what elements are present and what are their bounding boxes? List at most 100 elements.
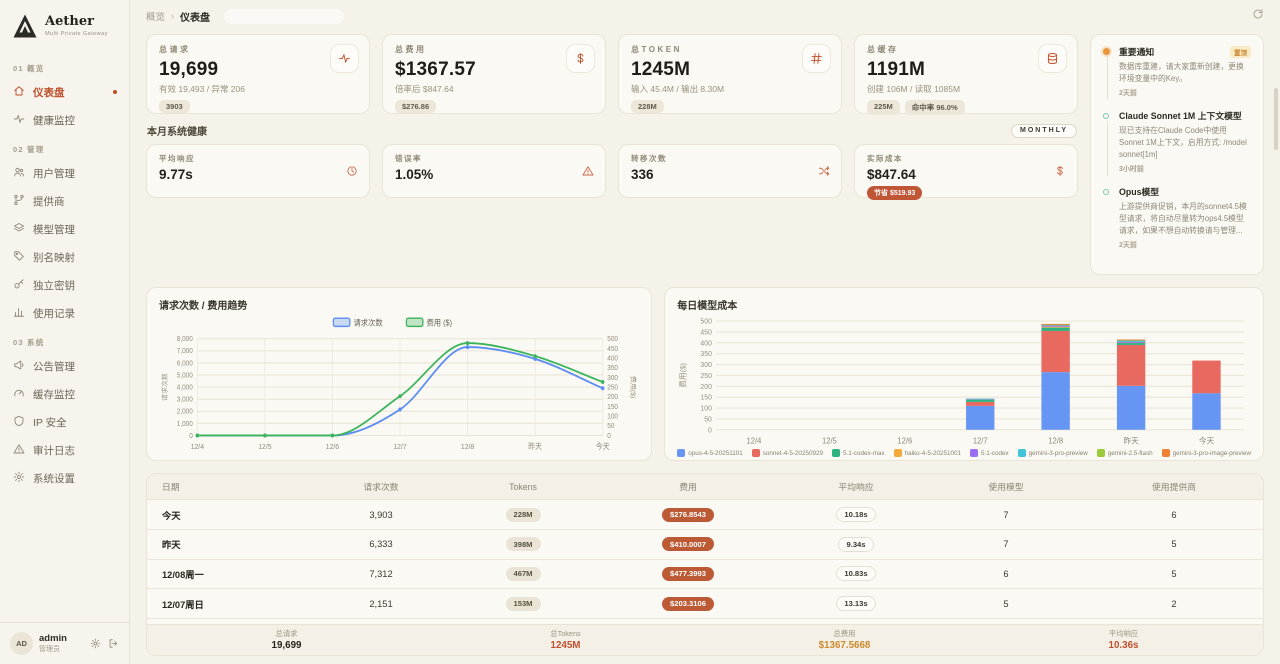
sidebar-item-label: 模型管理 [33, 223, 75, 236]
cell-date: 12/07周日 [162, 599, 204, 610]
logout-icon[interactable] [108, 638, 119, 649]
unread-dot [113, 90, 117, 94]
refresh-icon[interactable] [1252, 8, 1264, 20]
svg-text:12/5: 12/5 [822, 437, 837, 446]
cell-models: 7 [1003, 509, 1009, 520]
settings-icon[interactable] [90, 638, 101, 649]
cell-providers: 2 [1171, 598, 1177, 609]
cell-cost-badge: $410.0007 [662, 537, 714, 552]
svg-text:150: 150 [607, 404, 618, 411]
announcement-item[interactable]: 重要通知 置顶 数据库重建，请大家重新创建，更换环境变量中的Key。 2天前 [1103, 46, 1251, 111]
cell-tokens-badge: 228M [505, 507, 541, 522]
activity-icon [330, 44, 359, 73]
legend-label: sonnet-4-5-20250929 [762, 449, 823, 457]
svg-text:1,000: 1,000 [177, 421, 193, 428]
cell-models: 7 [1003, 539, 1009, 550]
sidebar-item-label: 健康监控 [33, 114, 75, 127]
legend-item[interactable]: 5.1-codex-max [831, 449, 885, 458]
table-row: 今天 3,903 228M $276.8543 10.18s 7 6 [147, 500, 1263, 531]
legend-item[interactable]: opus-4-5-20251101 [677, 449, 743, 458]
svg-text:4,000: 4,000 [177, 385, 193, 392]
sidebar-item-model-management[interactable]: 模型管理 [0, 215, 129, 243]
stat-card-value: 1191M [867, 59, 926, 80]
bar-chart-canvas: 0 50 100 150 200 250 300 350 400 450 500 12/4 12/5 12… [677, 312, 1251, 448]
avatar: AD [10, 632, 33, 655]
stat-cards-row: 总请求 19,699 有效 19,493 / 异常 206 3903 总费用 $… [146, 34, 1078, 115]
table-footer: 总请求 19,699 总Tokens 1245M 总费用 $1367.5668 … [147, 624, 1263, 655]
sidebar-user[interactable]: AD admin 管理员 [0, 622, 129, 664]
svg-text:250: 250 [701, 373, 713, 380]
legend-swatch-icon [831, 449, 840, 458]
announcement-body: 上游提供商促销，本月的sonnet4.5模型请求，将自动尽量转为ops4.5模型… [1119, 202, 1247, 235]
sidebar-section-label: 03 系统 [13, 338, 45, 347]
cell-requests: 3,903 [369, 509, 393, 520]
monthly-tag: MONTHLY [1011, 123, 1077, 138]
announcement-body: 数据库重建，请大家重新创建，更换环境变量中的Key。 [1119, 62, 1244, 83]
legend-item[interactable]: haiku-4-5-20251001 [893, 449, 961, 458]
svg-text:500: 500 [607, 336, 618, 343]
legend-label: gemini-3-pro-image-preview [1172, 449, 1251, 457]
legend-item[interactable]: 5.1-codex [969, 449, 1009, 458]
sidebar-item-cache-monitor[interactable]: 缓存监控 [0, 380, 129, 408]
sidebar-item-standalone-keys[interactable]: 独立密钥 [0, 271, 129, 299]
sidebar-item-announcements[interactable]: 公告管理 [0, 352, 129, 380]
table-footer-cell: 平均响应 10.36s [984, 629, 1263, 651]
svg-text:400: 400 [607, 356, 618, 363]
breadcrumb-shimmer [224, 8, 345, 24]
table-footer-cell: 总费用 $1367.5668 [705, 629, 984, 651]
sidebar-item-audit-logs[interactable]: 审计日志 [0, 436, 129, 464]
sidebar-item-label: IP 安全 [33, 416, 67, 429]
svg-text:300: 300 [701, 362, 713, 369]
announcement-title: Claude Sonnet 1M 上下文模型 [1119, 111, 1242, 122]
svg-text:200: 200 [701, 384, 713, 391]
legend-item[interactable]: sonnet-4-5-20250929 [751, 449, 823, 458]
sidebar-item-dashboard[interactable]: 仪表盘 [0, 78, 129, 106]
announcement-icon [13, 359, 25, 374]
announcements-panel: 重要通知 置顶 数据库重建，请大家重新创建，更换环境变量中的Key。 2天前 C… [1090, 34, 1264, 276]
announcement-time: 2天前 [1119, 242, 1137, 250]
line-chart-svg: 0 1,000 2,000 3,000 4,000 5,000 6,000 7,000 8,00… [161, 317, 638, 452]
cell-cost-badge: $203.3106 [662, 596, 714, 611]
cell-tokens-badge: 467M [505, 566, 541, 581]
user-name: admin [39, 632, 67, 644]
stat-card: 总缓存 1191M 创建 106M / 读取 1085M 225M 命中率 96.… [854, 34, 1078, 115]
bar-chart-svg: 0 50 100 150 200 250 300 350 400 450 500 12/4 12/5 12… [678, 319, 1245, 446]
scrollbar-thumb[interactable] [1274, 88, 1278, 150]
column-header: 平均响应 [838, 482, 874, 493]
sidebar-item-alias-mapping[interactable]: 别名映射 [0, 243, 129, 271]
sidebar-item-system-settings[interactable]: 系统设置 [0, 464, 129, 492]
announcement-item[interactable]: Claude Sonnet 1M 上下文模型 现已支持在Claude Code中… [1103, 111, 1251, 187]
sidebar-item-label: 提供商 [33, 195, 65, 208]
cell-response-badge: 10.83s [836, 566, 876, 582]
sidebar-item-user-management[interactable]: 用户管理 [0, 159, 129, 187]
requests-cost-trend-chart: 请求次数 / 费用趋势 0 1,000 2,000 3,000 4,000 5,000 6,… [146, 287, 653, 462]
legend-item[interactable]: gemini-3-pro-image-preview [1161, 449, 1251, 458]
announcement-item[interactable]: Opus模型 上游提供商促销，本月的sonnet4.5模型请求，将自动尽量转为o… [1103, 187, 1251, 263]
dashboard-icon [13, 85, 25, 100]
sidebar-item-usage-records[interactable]: 使用记录 [0, 299, 129, 327]
cell-response-badge: 9.34s [838, 536, 874, 552]
timeline-connector [1106, 121, 1108, 177]
svg-text:今天: 今天 [1199, 436, 1214, 446]
sidebar-item-health-monitor[interactable]: 健康监控 [0, 106, 129, 134]
stat-card-sub: 输入 45.4M / 输出 8.30M [631, 84, 725, 94]
announcement-dot-icon [1103, 113, 1109, 120]
cell-cost-badge: $477.3993 [662, 566, 714, 581]
cell-providers: 5 [1171, 539, 1177, 550]
svg-text:50: 50 [607, 423, 614, 430]
legend-swatch-icon [1161, 449, 1170, 458]
brand-tagline: Multi Private Gateway [45, 31, 108, 38]
svg-text:12/4: 12/4 [191, 442, 204, 452]
svg-text:12/8: 12/8 [461, 442, 474, 452]
breadcrumb-parent[interactable]: 概览 [146, 12, 166, 23]
stat-card-sub: 创建 106M / 读取 1085M [867, 84, 961, 94]
dashboard-content: 总请求 19,699 有效 19,493 / 异常 206 3903 总费用 $… [130, 32, 1280, 664]
sidebar-item-providers[interactable]: 提供商 [0, 187, 129, 215]
table-footer-cell: 总请求 19,699 [147, 629, 426, 651]
legend-swatch-icon [1017, 449, 1026, 458]
svg-text:今天: 今天 [596, 442, 610, 452]
column-header: 日期 [162, 482, 180, 493]
legend-item[interactable]: gemini-3-pro-preview [1017, 449, 1088, 458]
legend-item[interactable]: gemini-2.5-flash [1096, 449, 1153, 458]
sidebar-item-ip-security[interactable]: IP 安全 [0, 408, 129, 436]
